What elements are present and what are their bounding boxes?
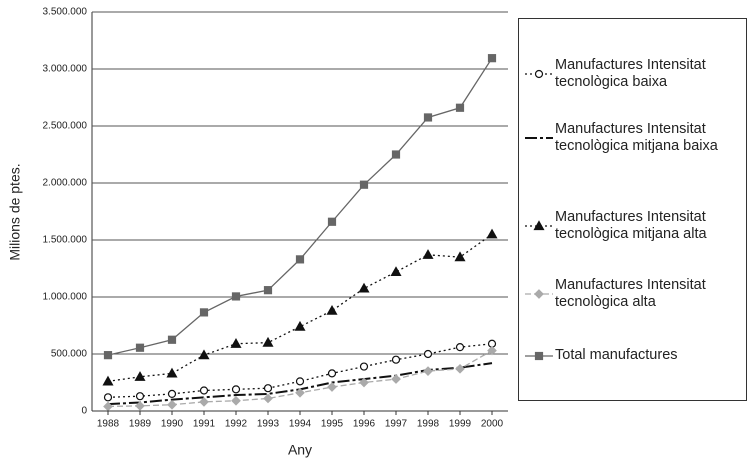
legend-entry: Manufactures Intensitat tecnològica mitj… (519, 209, 748, 243)
marker (263, 393, 273, 404)
marker (295, 255, 305, 264)
marker (390, 266, 402, 277)
marker (423, 349, 433, 359)
marker (231, 292, 241, 301)
marker (391, 150, 401, 159)
x-tick-label: 1988 (97, 419, 120, 430)
y-tick-label: 3.000.000 (43, 64, 88, 75)
marker (327, 369, 337, 378)
marker (534, 351, 544, 360)
marker (199, 308, 209, 317)
x-tick-label: 1992 (225, 419, 248, 430)
marker (359, 377, 369, 388)
marker (455, 363, 465, 374)
marker (295, 377, 305, 386)
x-tick-label: 1998 (417, 419, 440, 430)
y-tick-label: 1.000.000 (43, 292, 88, 303)
legend-swatch (525, 69, 553, 79)
marker (263, 286, 273, 295)
marker (198, 349, 210, 360)
marker (231, 385, 241, 394)
marker (422, 249, 434, 259)
marker (294, 320, 306, 331)
marker (391, 355, 401, 364)
marker (455, 343, 465, 352)
marker (487, 345, 497, 356)
legend-swatch (525, 289, 553, 299)
x-tick-label: 1995 (321, 419, 344, 430)
marker (295, 387, 305, 398)
x-tick-label: 1999 (449, 419, 472, 430)
marker (358, 282, 370, 293)
marker (167, 389, 177, 398)
legend-swatch (525, 137, 553, 139)
marker (423, 366, 433, 376)
y-tick-label: 2.000.000 (43, 178, 88, 189)
y-tick-label: 3.500.000 (43, 7, 88, 18)
marker (487, 54, 497, 63)
marker (263, 384, 273, 393)
marker (199, 386, 209, 395)
marker (199, 397, 209, 407)
marker (391, 374, 401, 384)
x-axis-label: Any (288, 442, 312, 458)
legend-swatch (525, 220, 553, 231)
marker (103, 401, 113, 412)
x-tick-label: 1990 (161, 419, 184, 430)
marker (166, 367, 178, 378)
marker (454, 251, 466, 262)
marker (534, 69, 544, 79)
legend-label: Manufactures Intensitat tecnològica baix… (555, 57, 706, 90)
legend-entry: Total manufactures (519, 347, 748, 364)
x-tick-label: 1994 (289, 419, 312, 430)
legend: Manufactures Intensitat tecnològica baix… (518, 18, 747, 401)
marker (134, 371, 146, 381)
x-tick-label: 1991 (193, 419, 216, 430)
x-tick-label: 1996 (353, 419, 376, 430)
marker (326, 304, 338, 315)
marker (167, 335, 177, 344)
marker (135, 392, 145, 401)
y-tick-label: 2.500.000 (43, 121, 88, 132)
marker (103, 351, 113, 360)
x-tick-label: 1989 (129, 419, 152, 430)
y-tick-label: 500.000 (51, 349, 88, 360)
marker (167, 399, 177, 410)
legend-label: Manufactures Intensitat tecnològica mitj… (555, 209, 707, 242)
marker (327, 217, 337, 226)
marker (359, 180, 369, 189)
y-tick-label: 0 (81, 406, 87, 417)
marker (230, 338, 242, 348)
legend-entry: Manufactures Intensitat tecnològica alta (519, 277, 748, 311)
marker (135, 343, 145, 352)
marker (486, 228, 498, 239)
legend-label: Manufactures Intensitat tecnològica mitj… (555, 121, 718, 154)
x-tick-label: 2000 (481, 419, 504, 430)
y-axis-label: Milions de ptes. (7, 163, 23, 260)
marker (455, 103, 465, 112)
x-tick-label: 1993 (257, 419, 280, 430)
marker (231, 395, 241, 406)
marker (102, 375, 114, 386)
x-tick-label: 1997 (385, 419, 408, 430)
legend-entry: Manufactures Intensitat tecnològica mitj… (519, 121, 748, 155)
legend-label: Total manufactures (555, 347, 678, 363)
legend-label: Manufactures Intensitat tecnològica alta (555, 277, 706, 310)
marker (534, 289, 544, 299)
marker (533, 220, 545, 231)
marker (262, 336, 274, 347)
marker (327, 382, 337, 392)
marker (103, 393, 113, 402)
marker (359, 362, 369, 371)
marker (135, 401, 145, 411)
marker (423, 113, 433, 122)
series-line (107, 57, 493, 356)
legend-swatch (525, 351, 553, 360)
y-tick-label: 1.500.000 (43, 235, 88, 246)
legend-entry: Manufactures Intensitat tecnològica baix… (519, 57, 748, 91)
